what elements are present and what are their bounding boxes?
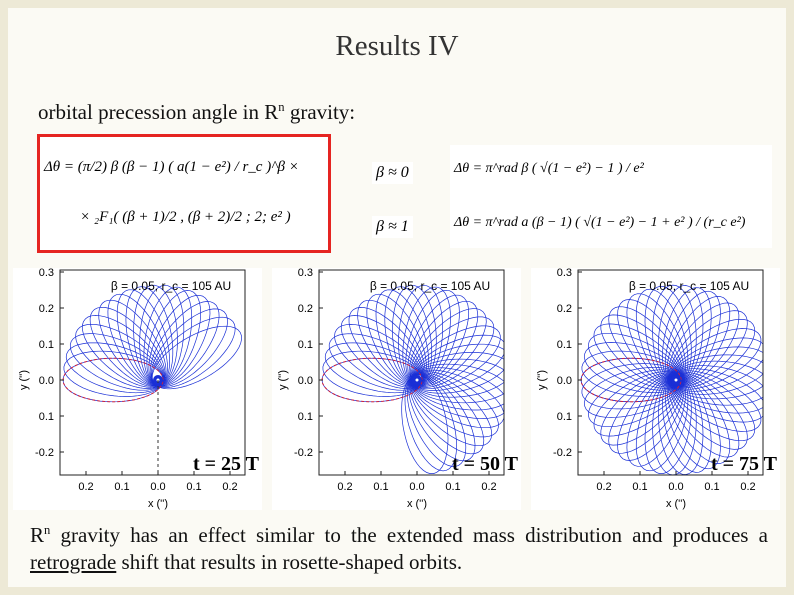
orbit [410, 372, 493, 447]
time-label: t = 50 T [452, 453, 519, 475]
orbit [401, 374, 449, 474]
y-tick-label: 0.0 [557, 375, 572, 387]
intro-text: orbital precession angle in R [38, 100, 279, 124]
frame [318, 269, 505, 476]
y-tick-label: 0.3 [298, 268, 313, 279]
case-formula: Δθ = π^rad a (β − 1) ( √(1 − e²) − 1 + e… [454, 215, 746, 230]
central-dot [674, 378, 678, 382]
time-label: t = 75 T [711, 453, 778, 475]
y-tick-label: 0.1 [39, 411, 54, 423]
y-tick-label: 0.1 [557, 411, 572, 423]
y-tick-label: -0.2 [35, 447, 54, 459]
x-tick-label: 0.1 [632, 481, 647, 493]
y-tick-label: -0.2 [294, 447, 313, 459]
y-tick-label: 0.1 [557, 339, 572, 351]
frame [59, 269, 246, 476]
orbits [62, 284, 242, 403]
formula-line: × ₂F₁( (β + 1)/2 , (β + 2)/2 ; 2; e² ) [80, 209, 291, 225]
time-label: t = 25 T [193, 453, 260, 475]
formula-line: Δθ = (π/2) β (β − 1) ( a(1 − e²) / r_c )… [44, 159, 299, 175]
x-tick-label: 0.0 [668, 481, 683, 493]
x-tick-label: 0.2 [222, 481, 237, 493]
orbit-plot: 0.3 0.2 0.1 0.0 0.1 -0.2 0.2 0.1 0.0 0.1 0.2 x ('')… [277, 268, 519, 510]
orbit [98, 299, 167, 387]
orbit [411, 358, 504, 404]
x-tick-label: 0.2 [78, 481, 93, 493]
y-axis-label: y ('') [18, 370, 30, 390]
case-formula: Δθ = π^rad β ( √(1 − e²) − 1 ) / e² [454, 161, 644, 176]
conclusion-sup: n [44, 523, 51, 537]
frame [577, 269, 764, 476]
x-tick-label: 0.1 [704, 481, 719, 493]
y-tick-label: 0.1 [39, 339, 54, 351]
orbit-plot: 0.3 0.2 0.1 0.0 0.1 -0.2 0.2 0.1 0.0 0.1 0.2 x ('')… [536, 268, 778, 510]
y-tick-label: 0.0 [298, 375, 313, 387]
orbit [149, 301, 220, 387]
orbit [146, 290, 202, 386]
x-tick-label: 0.1 [373, 481, 388, 493]
case-formulas: Δθ = π^rad β ( √(1 − e²) − 1 ) / e² Δθ =… [450, 145, 772, 248]
conclusion-underlined: retrograde [30, 550, 117, 574]
orbit [148, 294, 211, 386]
formula-box: Δθ = (π/2) β (β − 1) ( a(1 − e²) / r_c )… [37, 134, 331, 253]
conclusion-text: shift that results in rosette-shaped orb… [116, 550, 463, 574]
x-tick-label: 0.2 [481, 481, 496, 493]
orbit-panel: 0.3 0.2 0.1 0.0 0.1 -0.2 0.2 0.1 0.0 0.1 0.2 x ('')… [272, 268, 521, 510]
orbits [580, 284, 763, 475]
y-tick-label: 0.3 [557, 268, 572, 279]
x-tick-label: 0.2 [337, 481, 352, 493]
x-tick-label: 0.0 [409, 481, 424, 493]
y-tick-label: 0.2 [39, 303, 54, 315]
x-tick-label: 0.2 [596, 481, 611, 493]
y-tick-label: 0.3 [39, 268, 54, 279]
orbit [107, 293, 168, 386]
orbit-panel: 0.3 0.2 0.1 0.0 0.1 -0.2 0.2 0.1 0.0 0.1 0.2 x ('')… [13, 268, 262, 510]
orbit [89, 306, 166, 387]
params-label: β = 0.05, r_c = 105 AU [111, 279, 231, 293]
y-tick-label: 0.2 [557, 303, 572, 315]
x-tick-label: 0.0 [150, 481, 165, 493]
y-axis-label: y ('') [536, 370, 548, 390]
case-condition: β ≈ 1 [372, 216, 413, 238]
y-axis-label: y ('') [277, 370, 289, 390]
x-tick-label: 0.1 [114, 481, 129, 493]
orbit-panel: 0.3 0.2 0.1 0.0 0.1 -0.2 0.2 0.1 0.0 0.1 0.2 x ('')… [531, 268, 780, 510]
orbit [151, 325, 242, 390]
x-tick-label: 0.2 [740, 481, 755, 493]
case-condition: β ≈ 0 [372, 162, 413, 184]
orbits [321, 284, 504, 474]
conclusion-text: R [30, 523, 45, 547]
x-axis-label: x ('') [148, 498, 168, 510]
params-label: β = 0.05, r_c = 105 AU [629, 279, 749, 293]
x-axis-label: x ('') [666, 498, 686, 510]
intro-sup: n [278, 100, 285, 114]
orbit-plot: 0.3 0.2 0.1 0.0 0.1 -0.2 0.2 0.1 0.0 0.1 0.2 x ('')… [18, 268, 260, 510]
conclusion-text: gravity has an effect similar to the ext… [50, 523, 769, 547]
params-label: β = 0.05, r_c = 105 AU [370, 279, 490, 293]
intro-tail: gravity: [284, 100, 356, 124]
y-tick-label: 0.0 [39, 375, 54, 387]
intro: orbital precession angle in Rn gravity: [38, 100, 355, 125]
x-axis-label: x ('') [407, 498, 427, 510]
x-tick-label: 0.1 [186, 481, 201, 493]
y-tick-label: 0.1 [298, 411, 313, 423]
y-tick-label: -0.2 [553, 447, 572, 459]
title: Results IV [335, 30, 459, 62]
x-tick-label: 0.1 [445, 481, 460, 493]
central-dot [415, 378, 419, 382]
conclusion: Rn gravity has an effect similar to the … [30, 517, 768, 576]
y-tick-label: 0.1 [298, 339, 313, 351]
y-tick-label: 0.2 [298, 303, 313, 315]
